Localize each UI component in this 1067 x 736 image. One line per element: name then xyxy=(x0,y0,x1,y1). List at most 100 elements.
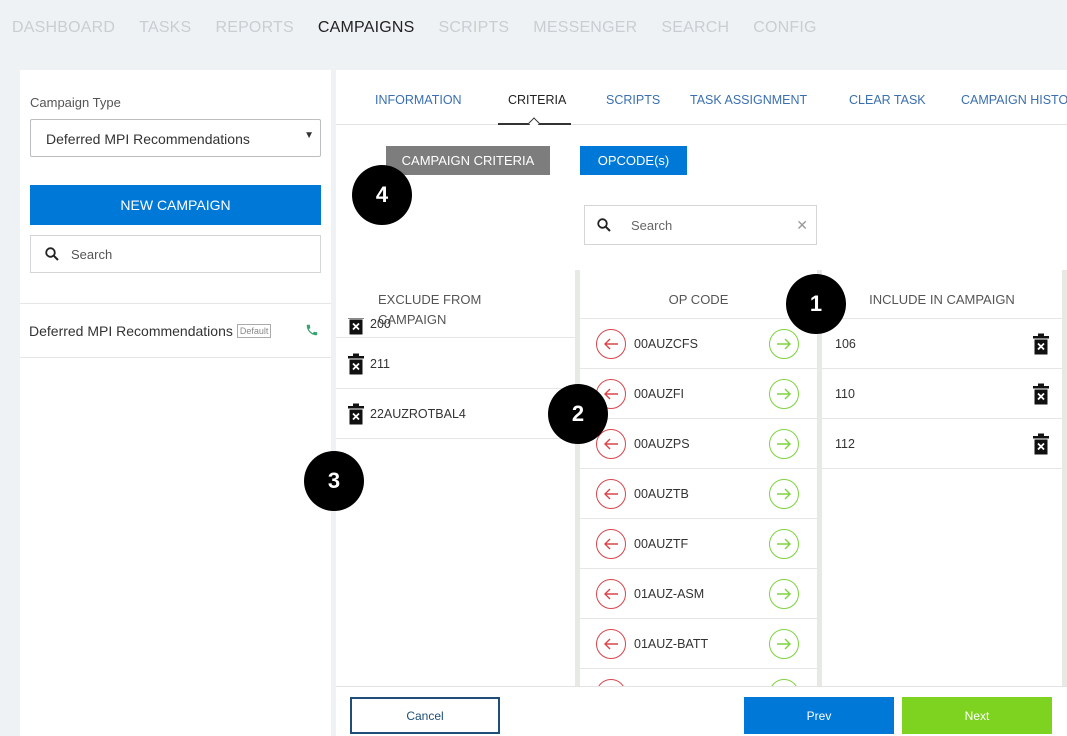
opcode-header-rule xyxy=(580,318,817,319)
opcode-label: 01AUZ-ASM xyxy=(634,586,705,601)
arrow-right-icon xyxy=(777,538,791,549)
move-to-include-button[interactable] xyxy=(769,528,799,559)
campaign-criteria-button[interactable]: CAMPAIGN CRITERIA xyxy=(386,146,550,175)
active-tab-caret xyxy=(528,117,540,129)
campaign-type-select[interactable]: Deferred MPI Recommendations ▼ xyxy=(30,119,321,157)
campaign-search-input[interactable]: Search xyxy=(30,235,321,273)
arrow-right-icon xyxy=(777,638,791,649)
tab-campaign-history[interactable]: CAMPAIGN HISTO xyxy=(961,93,1067,107)
campaign-list-item[interactable]: Deferred MPI Recommendations Default xyxy=(20,303,331,358)
nav-scripts[interactable]: SCRIPTS xyxy=(438,19,510,36)
move-to-exclude-button[interactable] xyxy=(596,578,626,609)
list-item: 110 xyxy=(822,369,1062,419)
prev-button[interactable]: Prev xyxy=(744,697,894,734)
list-item: 01AUZ-ASM xyxy=(580,569,817,619)
trash-icon[interactable] xyxy=(1033,383,1049,405)
exclude-opcode: 200 xyxy=(370,318,391,331)
move-to-include-button[interactable] xyxy=(769,628,799,659)
trash-icon[interactable] xyxy=(348,403,364,425)
move-to-exclude-button[interactable] xyxy=(596,428,626,459)
include-opcode: 110 xyxy=(835,386,855,401)
tab-information[interactable]: INFORMATION xyxy=(375,93,462,107)
opcode-label: 00AUZTB xyxy=(634,486,689,501)
list-item: 106 xyxy=(822,319,1062,369)
opcode-label: 00AUZTF xyxy=(634,536,689,551)
exclude-column-header: EXCLUDE FROM CAMPAIGN xyxy=(378,292,482,327)
clear-search-icon[interactable]: ✕ xyxy=(796,217,808,233)
tab-criteria[interactable]: CRITERIA xyxy=(508,93,567,107)
move-to-include-button[interactable] xyxy=(769,428,799,459)
include-column-header: INCLUDE IN CAMPAIGN xyxy=(869,292,1015,307)
next-button[interactable]: Next xyxy=(902,697,1052,734)
opcode-label: 01AUZ-BATT xyxy=(634,636,709,651)
move-to-exclude-button[interactable] xyxy=(596,528,626,559)
move-to-exclude-button[interactable] xyxy=(596,679,626,686)
nav-dashboard[interactable]: DASHBOARD xyxy=(12,19,116,36)
opcode-search-placeholder: Search xyxy=(631,217,673,233)
tab-task-assignment[interactable]: TASK ASSIGNMENT xyxy=(690,93,808,107)
trash-icon[interactable] xyxy=(348,318,364,335)
move-to-include-button[interactable] xyxy=(769,679,799,686)
arrow-right-icon xyxy=(777,438,791,449)
move-to-exclude-button[interactable] xyxy=(596,478,626,509)
list-item: 22AUZROTBAL4 xyxy=(336,389,575,439)
nav-campaigns[interactable]: CAMPAIGNS xyxy=(317,19,415,36)
tab-bar: INFORMATION CRITERIA SCRIPTS TASK ASSIGN… xyxy=(336,70,1067,129)
move-to-include-button[interactable] xyxy=(769,378,799,409)
nav-tasks[interactable]: TASKS xyxy=(139,19,192,36)
arrow-right-icon xyxy=(777,388,791,399)
list-item: 00AUZCFS xyxy=(580,319,817,369)
column-divider xyxy=(817,270,822,686)
move-to-exclude-button[interactable] xyxy=(596,328,626,359)
arrow-left-icon xyxy=(604,438,618,449)
opcode-column-header: OP CODE xyxy=(668,292,729,307)
trash-icon[interactable] xyxy=(1033,433,1049,455)
list-item: 00AUZFI xyxy=(580,369,817,419)
move-to-include-button[interactable] xyxy=(769,478,799,509)
campaign-search-placeholder: Search xyxy=(71,246,113,262)
campaign-type-label: Campaign Type xyxy=(30,95,121,110)
arrow-left-icon xyxy=(604,538,618,549)
dropdown-arrow-icon: ▼ xyxy=(304,130,314,141)
exclude-opcode: 211 xyxy=(370,356,390,371)
move-to-exclude-button[interactable] xyxy=(596,628,626,659)
arrow-left-icon xyxy=(604,338,618,349)
campaign-sidebar: Campaign Type Deferred MPI Recommendatio… xyxy=(20,70,331,736)
list-item: 00AUZTF xyxy=(580,519,817,569)
nav-reports[interactable]: REPORTS xyxy=(215,19,294,36)
tab-scripts[interactable]: SCRIPTS xyxy=(606,93,661,107)
nav-messenger[interactable]: MESSENGER xyxy=(533,19,638,36)
opcode-search-input[interactable]: Search ✕ xyxy=(584,205,817,245)
arrow-left-icon xyxy=(604,638,618,649)
phone-icon[interactable] xyxy=(305,323,319,337)
nav-search[interactable]: SEARCH xyxy=(661,19,730,36)
trash-icon[interactable] xyxy=(348,353,364,375)
cancel-button[interactable]: Cancel xyxy=(350,697,500,734)
list-item xyxy=(580,669,817,686)
nav-config[interactable]: CONFIG xyxy=(753,19,817,36)
annotation-marker-1: 1 xyxy=(786,274,846,334)
opcode-label: 00AUZPS xyxy=(634,436,690,451)
move-to-include-button[interactable] xyxy=(769,578,799,609)
trash-icon[interactable] xyxy=(1033,333,1049,355)
campaign-name: Deferred MPI Recommendations xyxy=(29,322,233,339)
tab-clear-task[interactable]: CLEAR TASK xyxy=(849,93,926,107)
opcode-label: 00AUZFI xyxy=(634,386,685,401)
search-icon xyxy=(45,247,59,261)
annotation-marker-2: 2 xyxy=(548,384,608,444)
arrow-left-icon xyxy=(604,388,618,399)
move-to-include-button[interactable] xyxy=(769,328,799,359)
list-item: 00AUZTB xyxy=(580,469,817,519)
campaign-editor: INFORMATION CRITERIA SCRIPTS TASK ASSIGN… xyxy=(336,70,1067,736)
arrow-right-icon xyxy=(777,588,791,599)
list-item: 200 xyxy=(336,318,575,338)
list-item: 00AUZPS xyxy=(580,419,817,469)
include-list: 106 110 112 xyxy=(822,319,1062,686)
include-opcode: 112 xyxy=(835,436,855,451)
new-campaign-button[interactable]: NEW CAMPAIGN xyxy=(30,185,321,225)
column-divider xyxy=(575,270,580,686)
opcodes-button[interactable]: OPCODE(s) xyxy=(580,146,687,175)
include-opcode: 106 xyxy=(835,336,856,351)
arrow-right-icon xyxy=(777,488,791,499)
opcode-list: 00AUZCFS 00AUZFI 00AUZPS 00AUZTB 00AUZTF… xyxy=(580,319,817,686)
